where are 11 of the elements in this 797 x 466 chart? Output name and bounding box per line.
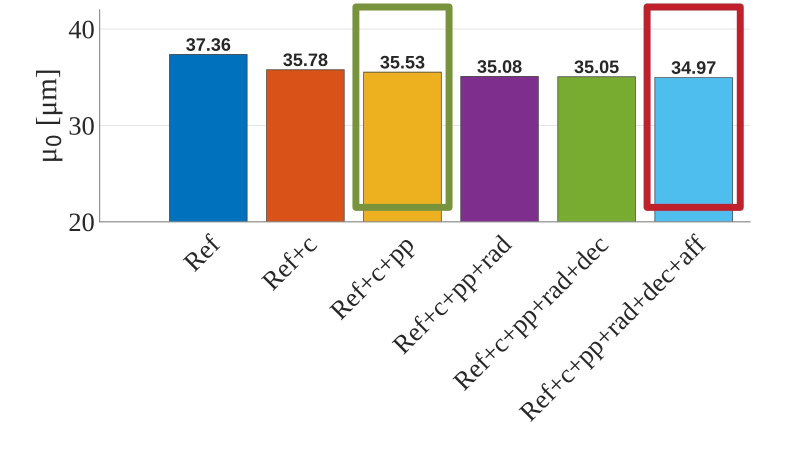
y-tick-label: 40 (68, 20, 94, 38)
data-label: 34.97 (672, 61, 716, 74)
data-label: 35.08 (477, 60, 522, 73)
data-label: 35.78 (283, 53, 328, 66)
x-tick-label: Ref (182, 232, 222, 272)
data-label: 35.53 (380, 56, 424, 69)
y-axis-title: μ$_{0}$ [μm] (36, 70, 62, 161)
data-label: 35.05 (574, 60, 619, 74)
y-tick-label: 20 (70, 213, 94, 232)
data-label: 37.36 (186, 38, 230, 51)
y-tick-label: 30 (70, 117, 94, 135)
